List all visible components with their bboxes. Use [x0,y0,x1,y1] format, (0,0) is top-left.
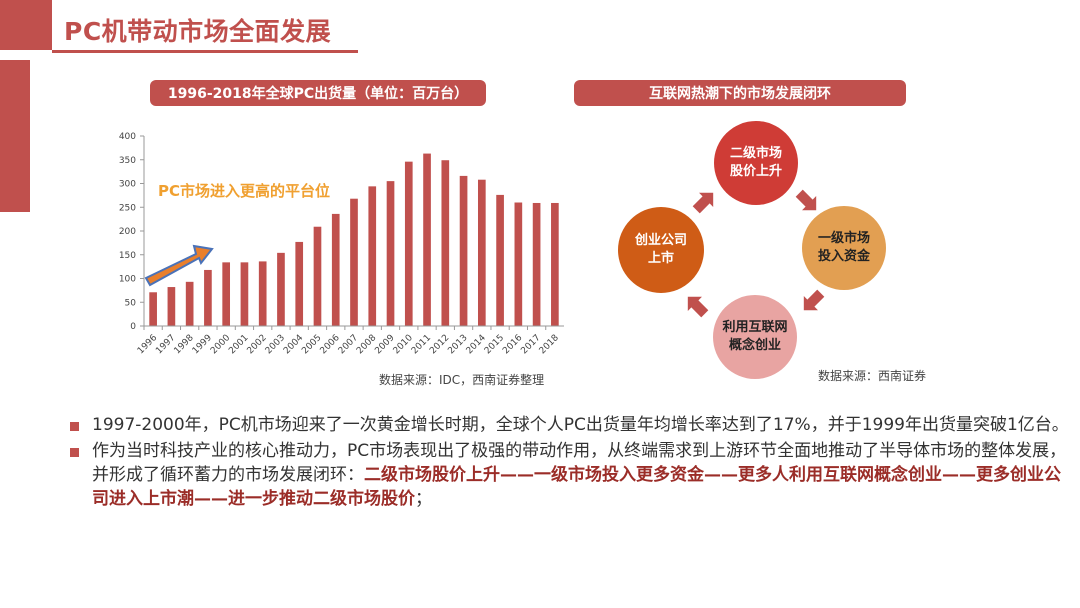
y-tick-label: 400 [119,132,136,142]
x-tick-label: 2016 [501,333,524,356]
y-tick-label: 200 [119,227,136,237]
bar-2017 [532,202,541,326]
bar-2006 [331,213,340,326]
cycle-heading: 互联网热潮下的市场发展闭环 [574,80,906,106]
x-tick-label: 2015 [483,333,506,356]
x-tick-label: 2000 [209,333,232,356]
x-tick-label: 2002 [246,333,269,356]
chart-source: 数据来源：IDC，西南证券整理 [379,373,545,387]
y-tick-label: 300 [119,180,136,190]
bar-2018 [551,202,559,326]
x-tick-label: 2006 [319,333,342,356]
x-tick-label: 2014 [465,333,488,356]
bar-1997 [167,287,176,326]
arrow-top-right-icon [795,189,817,211]
y-tick-label: 350 [119,156,136,166]
pc-shipments-bar-chart: 0 50 100 150 200 250 300 350 400 199619971998199… [119,132,564,356]
x-tick-label: 2008 [355,333,378,356]
arrow-bottom-left-icon [687,296,709,318]
bar-2016 [514,202,523,326]
slide-title: PC机带动市场全面发展 [64,17,332,46]
node-primary-market: 一级市场 投入资金 [802,206,886,290]
y-tick-label: 50 [125,298,137,308]
title-underline [52,50,358,53]
x-tick-label: 2005 [300,333,323,356]
cycle-source: 数据来源：西南证券 [818,369,927,383]
node-internet-startup: 利用互联网 概念创业 [713,295,797,379]
arrow-top-left-icon [692,192,714,214]
node-secondary-market: 二级市场 股价上升 [714,121,798,205]
y-tick-label: 0 [130,322,136,332]
bullet-list: 1997-2000年，PC机市场迎来了一次黄金增长时期，全球个人PC出货量年均增… [70,413,1070,513]
x-tick-label: 1997 [154,333,177,356]
accent-bar-side [0,60,30,212]
bar-1996 [149,292,157,326]
bar-2014 [477,179,486,326]
bullet-item-1: 1997-2000年，PC机市场迎来了一次黄金增长时期，全球个人PC出货量年均增… [70,413,1070,437]
bar-2009 [386,181,395,326]
bar-2007 [350,198,358,326]
x-tick-label: 2013 [446,333,469,356]
trend-arrow [144,244,214,287]
bar-1999 [204,269,212,326]
bar-2001 [240,262,249,326]
bar-2012 [441,160,450,326]
x-tick-label: 2004 [282,333,305,356]
bar-2010 [404,161,413,326]
x-tick-label: 2017 [519,333,542,356]
x-tick-label: 1996 [136,333,159,356]
bullet-square-icon [70,448,79,457]
bar-2015 [496,194,504,326]
x-tick-label: 2009 [373,333,396,356]
y-tick-label: 150 [119,251,136,261]
x-tick-label: 2018 [538,333,561,356]
x-tick-label: 2012 [428,333,451,356]
chart-heading: 1996-2018年全球PC出货量（单位：百万台） [150,80,486,106]
bar-2004 [295,241,304,326]
bar-2003 [277,252,285,326]
node-startup-ipo: 创业公司 上市 [618,207,704,293]
bar-1998 [185,281,194,326]
x-tick-label: 2007 [337,333,360,356]
bullet-item-2: 作为当时科技产业的核心推动力，PC市场表现出了极强的带动作用，从终端需求到上游环… [70,439,1070,511]
bar-2011 [423,153,431,326]
cycle-summary: 二级市场股价上升——一级市场投入更多资金——更多人利用互联网概念创业——更多创业… [92,465,1061,509]
chart-annotation: PC市场进入更高的平台位 [158,182,331,200]
x-tick-label: 1999 [191,333,214,356]
y-tick-label: 250 [119,203,136,213]
x-tick-label: 2011 [410,333,433,356]
bar-2008 [368,186,377,326]
y-tick-label: 100 [119,275,136,285]
accent-bar-top [0,0,52,50]
x-tick-label: 2010 [392,333,415,356]
bar-2002 [258,261,267,326]
x-tick-label: 2003 [264,333,287,356]
bullet-square-icon [70,422,79,431]
x-tick-label: 1998 [173,333,196,356]
bar-2005 [313,226,322,326]
cycle-arrows [687,189,825,318]
bar-2013 [459,175,468,326]
arrow-bottom-right-icon [803,289,825,311]
x-tick-label: 2001 [227,333,250,356]
bar-2000 [222,262,231,326]
